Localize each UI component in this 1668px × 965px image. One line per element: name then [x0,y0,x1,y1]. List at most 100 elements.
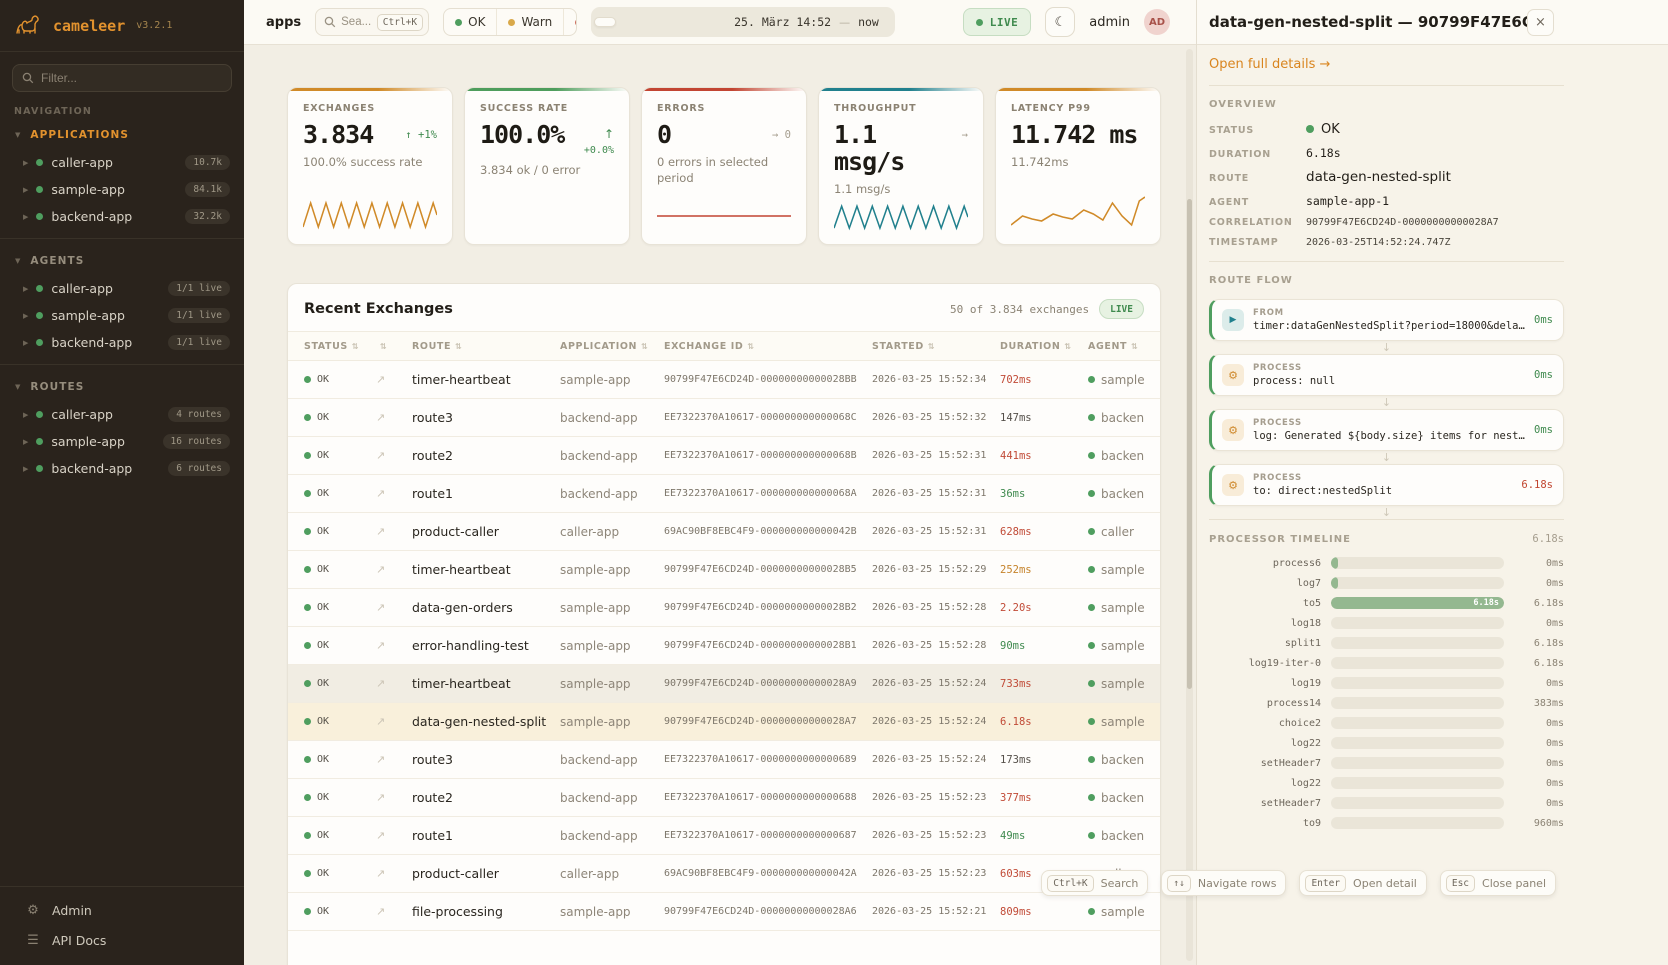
table-row[interactable]: OK ↗ route3 backend-app EE7322370A10617-… [288,741,1160,779]
column-header[interactable]: STARTED ⇅ [872,341,1000,352]
table-row[interactable]: OK ↗ route1 backend-app EE7322370A10617-… [288,817,1160,855]
sidebar-item[interactable]: ▶ caller-app 10.7k [0,149,244,176]
column-header[interactable]: EXCHANGE ID ⇅ [664,341,872,352]
table-row[interactable]: OK ↗ route3 backend-app EE7322370A10617-… [288,399,1160,437]
open-exchange-icon[interactable]: ↗ [376,753,386,766]
status-filter-segment[interactable]: Warn [497,9,565,35]
sidebar-item[interactable]: ▶ sample-app 1/1 live [0,302,244,329]
open-exchange-icon[interactable]: ↗ [376,487,386,500]
section-routes[interactable]: ▼ ROUTES [0,373,244,401]
column-header[interactable]: APPLICATION ⇅ [560,341,664,352]
timeline-value: 6.18s [1533,637,1564,649]
table-row[interactable]: OK ↗ file-processing sample-app 90799F47… [288,893,1160,931]
sidebar-item-admin[interactable]: ⚙ Admin [0,895,244,925]
sidebar-item[interactable]: ▶ caller-app 4 routes [0,401,244,428]
route-cell: product-caller [412,524,499,539]
shortcut-key: ↑↓ [1167,874,1191,892]
application-cell: backend-app [560,486,638,501]
sort-icon: ⇅ [747,341,755,351]
sidebar-item[interactable]: ▶ backend-app 1/1 live [0,329,244,356]
table-row[interactable]: OK ↗ timer-heartbeat sample-app 90799F47… [288,361,1160,399]
sidebar-filter[interactable] [12,64,232,92]
date-from-label[interactable]: 25. März 14:52 [734,15,832,29]
table-row[interactable]: OK ↗ route1 backend-app EE7322370A10617-… [288,475,1160,513]
range-pill[interactable] [618,18,638,26]
open-exchange-icon[interactable]: ↗ [376,905,386,918]
range-pill[interactable] [662,18,682,26]
user-name[interactable]: admin [1089,14,1130,30]
range-pill[interactable] [594,17,617,27]
timeline-bar [1331,677,1504,689]
range-pill[interactable] [684,18,704,26]
sidebar-item-api-docs[interactable]: ☰ API Docs [0,925,244,955]
open-exchange-icon[interactable]: ↗ [376,563,386,576]
agent-cell: backen [1088,411,1144,425]
open-details-link[interactable]: Open full details → [1209,57,1331,72]
scrollbar[interactable] [1186,49,1193,961]
table-row[interactable]: OK ↗ route2 backend-app EE7322370A10617-… [288,437,1160,475]
agent-name: sample [1101,638,1144,653]
sidebar-item[interactable]: ▶ backend-app 6 routes [0,455,244,482]
step-duration: 6.18s [1521,479,1553,491]
filter-input[interactable] [41,71,222,85]
route-cell: timer-heartbeat [412,372,511,387]
exchange-id-cell: EE7322370A10617-0000000000000688 [664,792,857,803]
open-exchange-icon[interactable]: ↗ [376,829,386,842]
logo[interactable]: cameleer v3.2.1 [0,0,244,52]
open-exchange-icon[interactable]: ↗ [376,867,386,880]
column-header[interactable]: ROUTE ⇅ [412,341,560,352]
table-row[interactable]: OK ↗ route2 backend-app EE7322370A10617-… [288,779,1160,817]
range-pill[interactable] [640,18,660,26]
duration-cell: 252ms [1000,563,1032,576]
table-row[interactable]: OK ↗ timer-heartbeat sample-app 90799F47… [288,551,1160,589]
sidebar-item[interactable]: ▶ caller-app 1/1 live [0,275,244,302]
range-pill[interactable] [706,18,726,26]
open-exchange-icon[interactable]: ↗ [376,449,386,462]
column-header[interactable]: STATUS ⇅ [304,341,376,352]
open-exchange-icon[interactable]: ↗ [376,525,386,538]
close-button[interactable]: × [1527,9,1554,36]
sidebar-item[interactable]: ▶ backend-app 32.2k [0,203,244,230]
live-button[interactable]: LIVE [962,8,1032,36]
date-to-label[interactable]: now [858,15,879,29]
table-row[interactable]: OK ↗ data-gen-nested-split sample-app 90… [288,703,1160,741]
timeline-name: split1 [1284,637,1321,649]
table-row[interactable]: OK ↗ product-caller caller-app 69AC90BF8… [288,513,1160,551]
open-exchange-icon[interactable]: ↗ [376,601,386,614]
ok-label: OK [317,488,330,499]
table-row[interactable]: OK ↗ error-handling-test sample-app 9079… [288,627,1160,665]
column-header[interactable]: AGENT ⇅ [1088,341,1144,352]
step-duration: 0ms [1534,314,1553,326]
search-input[interactable] [341,16,372,28]
status-filter-segment[interactable]: OK [444,9,498,35]
section-applications[interactable]: ▼ APPLICATIONS [0,121,244,149]
flow-step[interactable]: ▶ FROM timer:dataGenNestedSplit?period=1… [1209,299,1564,341]
agent-cell: sample [1088,373,1144,387]
table-row[interactable]: OK ↗ product-caller caller-app 69AC90BF8… [288,855,1160,893]
section-agents[interactable]: ▼ AGENTS [0,247,244,275]
flow-step[interactable]: ⚙ PROCESS log: Generated ${body.size} it… [1209,409,1564,451]
shortcut-label: Navigate rows [1197,876,1277,890]
flow-step[interactable]: ⚙ PROCESS process: null 0ms [1209,354,1564,396]
open-exchange-icon[interactable]: ↗ [376,373,386,386]
column-header[interactable]: ⇅ [376,342,412,351]
open-exchange-icon[interactable]: ↗ [376,411,386,424]
table-row[interactable]: OK ↗ timer-heartbeat sample-app 90799F47… [288,665,1160,703]
status-filter-segment[interactable]: E [564,9,577,35]
open-exchange-icon[interactable]: ↗ [376,677,386,690]
avatar[interactable]: AD [1144,9,1170,35]
status-dot [36,339,44,346]
scrollbar-thumb[interactable] [1187,199,1192,689]
sidebar-item[interactable]: ▶ sample-app 84.1k [0,176,244,203]
theme-toggle[interactable]: ☾ [1045,7,1076,37]
flow-step[interactable]: ⚙ PROCESS to: direct:nestedSplit 6.18s [1209,464,1564,506]
table-row[interactable]: OK ↗ data-gen-orders sample-app 90799F47… [288,589,1160,627]
open-exchange-icon[interactable]: ↗ [376,715,386,728]
open-exchange-icon[interactable]: ↗ [376,791,386,804]
sidebar-item[interactable]: ▶ sample-app 16 routes [0,428,244,455]
timeline-bar [1331,717,1504,729]
search-box[interactable]: Ctrl+K [315,8,430,36]
step-duration: 0ms [1534,424,1553,436]
open-exchange-icon[interactable]: ↗ [376,639,386,652]
column-header[interactable]: DURATION ⇅ [1000,341,1088,352]
